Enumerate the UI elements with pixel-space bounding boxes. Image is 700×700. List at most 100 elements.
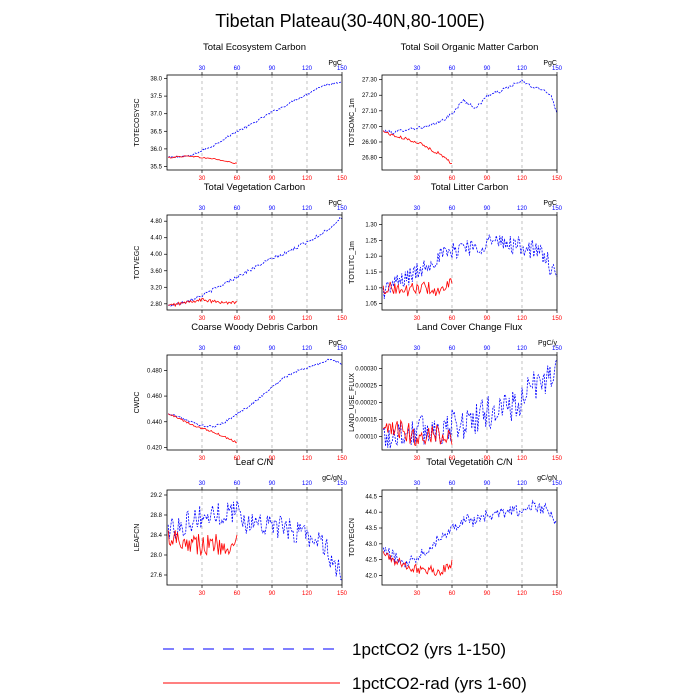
y-tick-label: 44.5 xyxy=(365,494,377,500)
y-tick-label: 2.80 xyxy=(150,302,162,308)
legend-label-1pctCO2: 1pctCO2 (yrs 1-150) xyxy=(352,640,506,659)
figure-title: Tibetan Plateau(30-40N,80-100E) xyxy=(215,11,485,31)
y-axis-label: TOTLITC_1m xyxy=(349,241,356,284)
x-tick-label-top: 120 xyxy=(302,481,313,487)
x-tick-label-top: 90 xyxy=(484,206,491,212)
y-axis-label: LEAFCN xyxy=(134,524,141,552)
x-tick-label-top: 60 xyxy=(449,481,456,487)
series-line-1pctCO2 xyxy=(382,499,558,569)
panel-title: Total Ecosystem Carbon xyxy=(203,42,306,53)
legend-label-1pctCO2-rad: 1pctCO2-rad (yrs 1-60) xyxy=(352,674,527,693)
y-tick-label: 43.0 xyxy=(365,542,377,548)
series-line-1pctCO2 xyxy=(167,500,343,581)
x-tick-label-bottom: 30 xyxy=(414,316,421,322)
unit-label: PgC xyxy=(328,340,342,347)
x-tick-label-top: 30 xyxy=(414,346,421,352)
y-tick-label: 4.80 xyxy=(150,219,162,225)
y-tick-label: 1.05 xyxy=(365,302,377,308)
x-tick-label-top: 60 xyxy=(449,346,456,352)
y-tick-label: 1.15 xyxy=(365,270,377,276)
y-tick-label: 42.5 xyxy=(365,558,377,564)
panel-title: Total Vegetation C/N xyxy=(426,457,513,468)
x-tick-label-bottom: 120 xyxy=(517,456,528,462)
x-tick-label-top: 90 xyxy=(269,66,276,72)
x-tick-label-bottom: 120 xyxy=(517,316,528,322)
y-tick-label: 43.5 xyxy=(365,526,377,532)
y-axis-label: CWDC xyxy=(134,392,141,414)
plot-frame xyxy=(166,354,343,451)
x-tick-label-top: 120 xyxy=(302,346,313,352)
x-tick-label-bottom: 150 xyxy=(337,456,348,462)
x-tick-label-bottom: 150 xyxy=(552,456,563,462)
plot-frame xyxy=(381,354,558,451)
x-tick-label-bottom: 30 xyxy=(199,176,206,182)
y-axis-label: TOTVEGCN xyxy=(349,518,356,557)
x-tick-label-bottom: 60 xyxy=(234,591,241,597)
y-tick-label: 28.4 xyxy=(150,533,162,539)
x-tick-label-bottom: 90 xyxy=(484,176,491,182)
unit-label: gC/gN xyxy=(537,475,557,482)
y-tick-label: 36.0 xyxy=(150,147,162,153)
y-tick-label: 26.90 xyxy=(362,140,378,146)
panel-totvegcn: Total Vegetation C/N gC/gN 30 30 60 60 90 90 120… xyxy=(349,457,563,597)
x-tick-label-top: 60 xyxy=(234,346,241,352)
panel-title: Land Cover Change Flux xyxy=(417,322,523,333)
y-tick-label: 4.00 xyxy=(150,252,162,258)
unit-label: gC/gN xyxy=(322,475,342,482)
plot-frame xyxy=(381,489,558,586)
x-tick-label-bottom: 30 xyxy=(199,316,206,322)
y-tick-label: 29.2 xyxy=(150,493,162,499)
series-line-1pctCO2-rad xyxy=(382,278,453,297)
unit-label: PgC xyxy=(543,60,557,67)
series-line-1pctCO2-rad xyxy=(167,413,238,444)
x-tick-label-top: 30 xyxy=(199,346,206,352)
x-tick-label-top: 150 xyxy=(552,346,563,352)
plot-frame xyxy=(381,214,558,311)
y-axis-label: TOTSOMC_1m xyxy=(349,98,356,147)
x-tick-label-bottom: 60 xyxy=(449,176,456,182)
unit-label: PgC/y xyxy=(538,340,558,347)
x-tick-label-top: 120 xyxy=(517,346,528,352)
y-tick-label: 0.420 xyxy=(147,445,163,451)
x-tick-label-top: 60 xyxy=(234,481,241,487)
x-tick-label-bottom: 90 xyxy=(484,456,491,462)
x-tick-label-bottom: 60 xyxy=(234,456,241,462)
unit-label: PgC xyxy=(328,60,342,67)
y-tick-label: 0.460 xyxy=(147,394,163,400)
y-tick-label: 37.5 xyxy=(150,94,162,100)
series-line-1pctCO2 xyxy=(167,358,343,428)
x-tick-label-bottom: 30 xyxy=(199,456,206,462)
series-line-1pctCO2-rad xyxy=(167,530,238,556)
panel-land-use-flux: Land Cover Change Flux PgC/y 30 30 60 60 90 90 1… xyxy=(349,322,563,462)
plot-frame xyxy=(166,74,343,171)
series-line-1pctCO2 xyxy=(382,358,558,449)
series-line-1pctCO2-rad xyxy=(168,155,238,165)
x-tick-label-top: 60 xyxy=(449,66,456,72)
x-tick-label-top: 90 xyxy=(269,346,276,352)
x-tick-label-bottom: 90 xyxy=(484,316,491,322)
x-tick-label-top: 90 xyxy=(484,481,491,487)
y-tick-label: 26.80 xyxy=(362,156,378,162)
y-tick-label: 35.5 xyxy=(150,164,162,170)
x-tick-label-top: 120 xyxy=(517,66,528,72)
y-tick-label: 27.10 xyxy=(362,109,378,115)
x-tick-label-bottom: 150 xyxy=(552,176,563,182)
x-tick-label-top: 90 xyxy=(484,346,491,352)
x-tick-label-top: 60 xyxy=(234,206,241,212)
x-tick-label-top: 30 xyxy=(199,481,206,487)
x-tick-label-bottom: 120 xyxy=(517,591,528,597)
x-tick-label-bottom: 120 xyxy=(302,456,313,462)
y-tick-label: 37.0 xyxy=(150,112,162,118)
y-axis-label: LAND_USE_FLUX xyxy=(349,373,356,432)
x-tick-label-bottom: 150 xyxy=(337,176,348,182)
x-tick-label-top: 60 xyxy=(449,206,456,212)
panel-title: Total Vegetation Carbon xyxy=(204,182,305,193)
y-tick-label: 0.00015 xyxy=(355,417,377,423)
x-tick-label-top: 150 xyxy=(337,206,348,212)
y-tick-label: 0.00020 xyxy=(355,401,377,407)
panel-totlitc-1m: Total Litter Carbon PgC 30 30 60 60 90 90 120 120… xyxy=(349,182,563,322)
x-tick-label-top: 150 xyxy=(337,481,348,487)
x-tick-label-top: 30 xyxy=(199,206,206,212)
y-tick-label: 0.00030 xyxy=(355,367,377,373)
